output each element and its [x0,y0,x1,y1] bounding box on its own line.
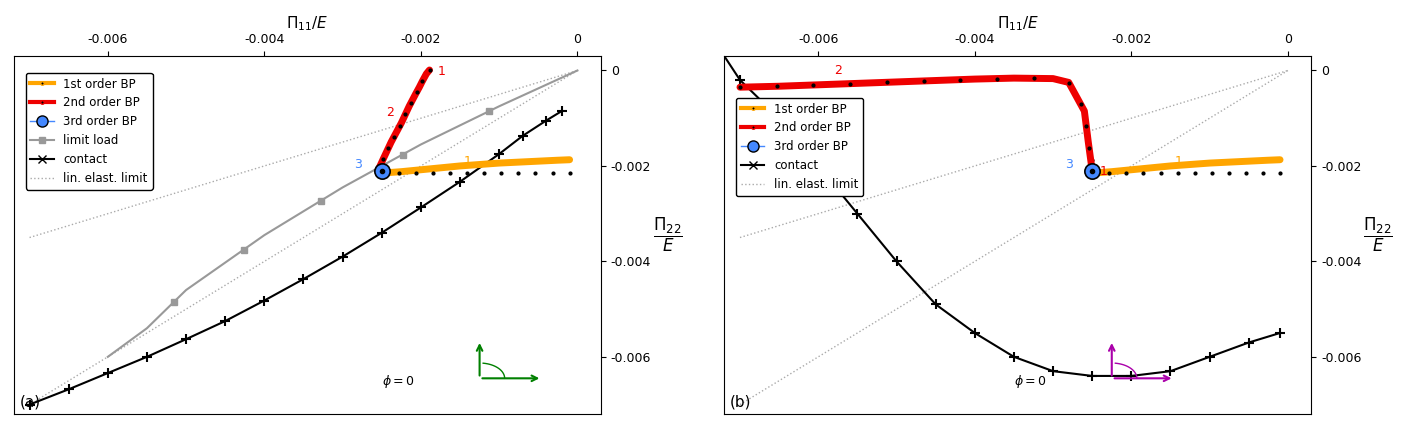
Text: $\phi = 0$: $\phi = 0$ [381,374,415,390]
Text: (a): (a) [20,395,41,410]
Text: $\phi = 0$: $\phi = 0$ [1014,374,1047,390]
X-axis label: $\Pi_{11}/E$: $\Pi_{11}/E$ [996,14,1038,33]
Legend: 1st order BP, 2nd order BP, 3rd order BP, limit load, contact, lin. elast. limit: 1st order BP, 2nd order BP, 3rd order BP… [25,73,152,190]
X-axis label: $\Pi_{11}/E$: $\Pi_{11}/E$ [286,14,329,33]
Text: 1: 1 [438,65,445,78]
Text: 3: 3 [1065,158,1072,171]
Text: 2: 2 [386,106,394,119]
Text: 1: 1 [1100,166,1107,178]
Text: 3: 3 [355,158,362,171]
Text: 1: 1 [1175,155,1182,168]
Legend: 1st order BP, 2nd order BP, 3rd order BP, contact, lin. elast. limit: 1st order BP, 2nd order BP, 3rd order BP… [736,98,862,196]
Y-axis label: $\dfrac{\Pi_{22}}{E}$: $\dfrac{\Pi_{22}}{E}$ [1363,216,1393,254]
Text: 1: 1 [464,155,471,168]
Y-axis label: $\dfrac{\Pi_{22}}{E}$: $\dfrac{\Pi_{22}}{E}$ [653,216,682,254]
Text: (b): (b) [730,395,751,410]
Text: 2: 2 [834,64,841,77]
